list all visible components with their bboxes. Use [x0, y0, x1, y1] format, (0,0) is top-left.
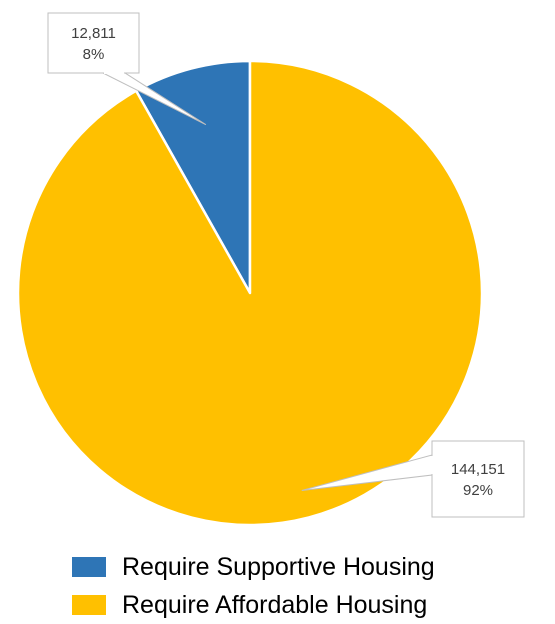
legend-item-affordable: Require Affordable Housing	[72, 586, 435, 624]
data-label-value-0: 12,811	[71, 25, 116, 42]
legend: Require Supportive Housing Require Affor…	[72, 548, 435, 624]
callout-box-0	[47, 12, 140, 74]
pie-slice-1	[16, 59, 484, 527]
data-label-percent-1: 92%	[463, 482, 493, 499]
legend-swatch-affordable	[72, 595, 106, 615]
data-label-callouts: 12,811 8% 144,151 92%	[47, 12, 525, 518]
legend-swatch-supportive	[72, 557, 106, 577]
data-label-value-1: 144,151	[451, 461, 505, 478]
legend-item-supportive: Require Supportive Housing	[72, 548, 435, 586]
callout-box-1	[431, 440, 525, 518]
data-label-percent-0: 8%	[83, 46, 105, 63]
pie-slices	[16, 59, 484, 527]
legend-label-affordable: Require Affordable Housing	[122, 590, 428, 619]
legend-label-supportive: Require Supportive Housing	[122, 552, 435, 581]
